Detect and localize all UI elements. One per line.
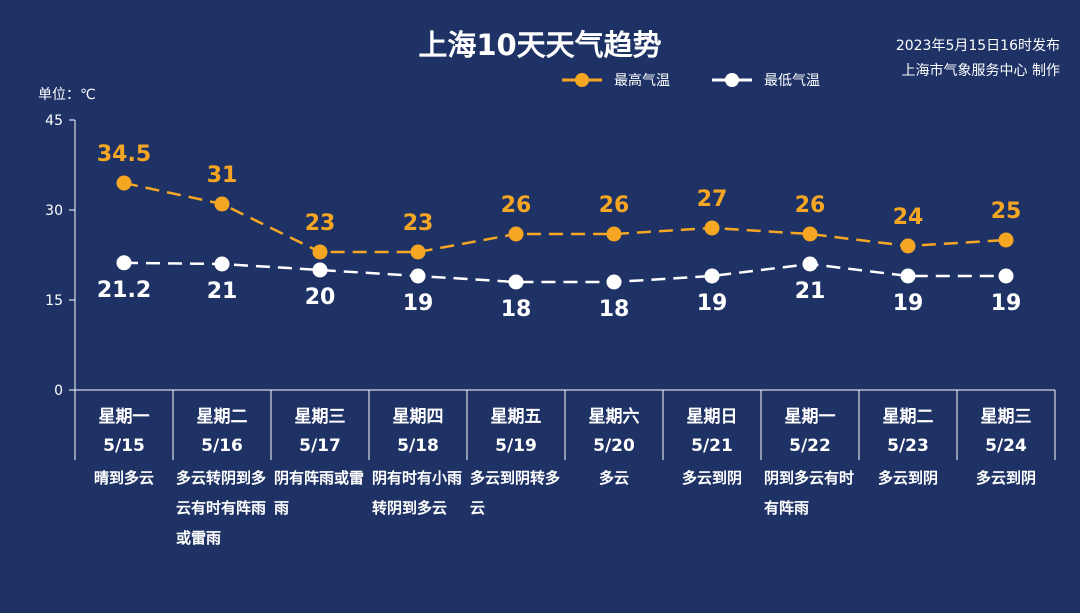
data-label-high: 26 — [599, 193, 630, 218]
y-tick-label: 15 — [45, 293, 63, 309]
unit-label: 单位：℃ — [38, 87, 96, 103]
x-date-label: 5/24 — [985, 436, 1027, 456]
publish-info: 2023年5月15日16时发布 上海市气象服务中心 制作 — [896, 34, 1060, 84]
weather-description: 晴到多云 — [94, 469, 154, 487]
data-label-high: 31 — [207, 163, 238, 188]
data-point-low — [900, 268, 916, 284]
data-point-low — [116, 255, 132, 271]
data-point-high — [410, 244, 426, 260]
weather-description: 阴有时有小雨转阴到多云 — [372, 469, 462, 517]
y-tick-label: 0 — [54, 383, 63, 399]
x-weekday-label: 星期三 — [981, 407, 1032, 427]
weather-description: 多云到阴 — [878, 469, 938, 487]
x-date-label: 5/22 — [789, 436, 831, 456]
data-label-high: 23 — [403, 211, 434, 236]
weather-description: 多云到阴 — [976, 469, 1036, 487]
data-point-low — [410, 268, 426, 284]
data-label-low: 19 — [991, 291, 1022, 316]
data-label-high: 26 — [501, 193, 532, 218]
x-weekday-label: 星期五 — [491, 407, 542, 427]
page-title: 上海10天天气趋势 — [418, 28, 662, 62]
data-point-low — [508, 274, 524, 290]
x-weekday-label: 星期四 — [393, 407, 444, 427]
x-date-label: 5/16 — [201, 436, 243, 456]
x-weekday-label: 星期三 — [295, 407, 346, 427]
data-label-low: 21 — [795, 279, 826, 304]
data-label-low: 19 — [403, 291, 434, 316]
data-label-high: 34.5 — [97, 142, 151, 167]
data-label-low: 19 — [893, 291, 924, 316]
data-point-low — [312, 262, 328, 278]
data-label-low: 21 — [207, 279, 238, 304]
data-label-high: 27 — [697, 187, 728, 212]
x-weekday-label: 星期日 — [687, 407, 738, 427]
data-point-high — [312, 244, 328, 260]
data-point-high — [704, 220, 720, 236]
data-label-low: 20 — [305, 285, 336, 310]
data-label-high: 26 — [795, 193, 826, 218]
x-weekday-label: 星期一 — [785, 407, 836, 427]
series-line-low — [123, 261, 1006, 284]
publish-time: 2023年5月15日16时发布 — [895, 38, 1060, 54]
x-date-label: 5/21 — [691, 436, 733, 456]
data-point-low — [998, 268, 1014, 284]
x-weekday-label: 星期二 — [197, 407, 248, 427]
x-weekday-label: 星期二 — [883, 407, 934, 427]
x-weekday-label: 星期一 — [99, 407, 150, 427]
data-point-low — [214, 256, 230, 272]
legend-low: 最低气温 — [710, 70, 820, 90]
data-point-high — [802, 226, 818, 242]
data-point-low — [704, 268, 720, 284]
publisher: 上海市气象服务中心 制作 — [901, 63, 1060, 79]
x-date-label: 5/17 — [299, 436, 341, 456]
data-label-high: 24 — [893, 205, 924, 230]
x-date-label: 5/23 — [887, 436, 929, 456]
data-label-low: 19 — [697, 291, 728, 316]
weather-description: 阴到多云有时有阵雨 — [764, 469, 854, 517]
y-tick-label: 45 — [45, 113, 63, 129]
data-label-low: 18 — [501, 297, 532, 322]
series-line-high — [123, 181, 1007, 254]
data-point-low — [606, 274, 622, 290]
weather-description: 多云到阴转多云 — [470, 469, 560, 517]
x-date-label: 5/19 — [495, 436, 537, 456]
data-point-low — [802, 256, 818, 272]
legend-low-label: 最低气温 — [764, 73, 820, 89]
data-point-high — [998, 232, 1014, 248]
weather-description: 阴有阵雨或雷雨 — [274, 469, 364, 517]
weather-description: 多云到阴 — [682, 469, 742, 487]
x-date-label: 5/20 — [593, 436, 635, 456]
data-label-high: 23 — [305, 211, 336, 236]
data-label-high: 25 — [991, 199, 1022, 224]
data-point-high — [214, 196, 230, 212]
weather-description: 多云转阴到多云有时有阵雨或雷雨 — [176, 469, 266, 547]
data-label-low: 18 — [599, 297, 630, 322]
weather-description: 多云 — [599, 469, 629, 487]
data-point-high — [900, 238, 916, 254]
legend-low-marker — [712, 73, 752, 87]
y-tick-label: 30 — [45, 203, 63, 219]
legend-high: 最高气温 — [560, 70, 670, 90]
data-label-low: 21.2 — [97, 278, 151, 303]
x-date-label: 5/18 — [397, 436, 439, 456]
x-weekday-label: 星期六 — [589, 406, 640, 427]
data-point-high — [606, 226, 622, 242]
data-point-high — [116, 175, 132, 191]
legend-high-marker — [562, 73, 602, 87]
x-date-label: 5/15 — [103, 436, 145, 456]
legend-high-label: 最高气温 — [614, 73, 670, 89]
data-point-high — [508, 226, 524, 242]
